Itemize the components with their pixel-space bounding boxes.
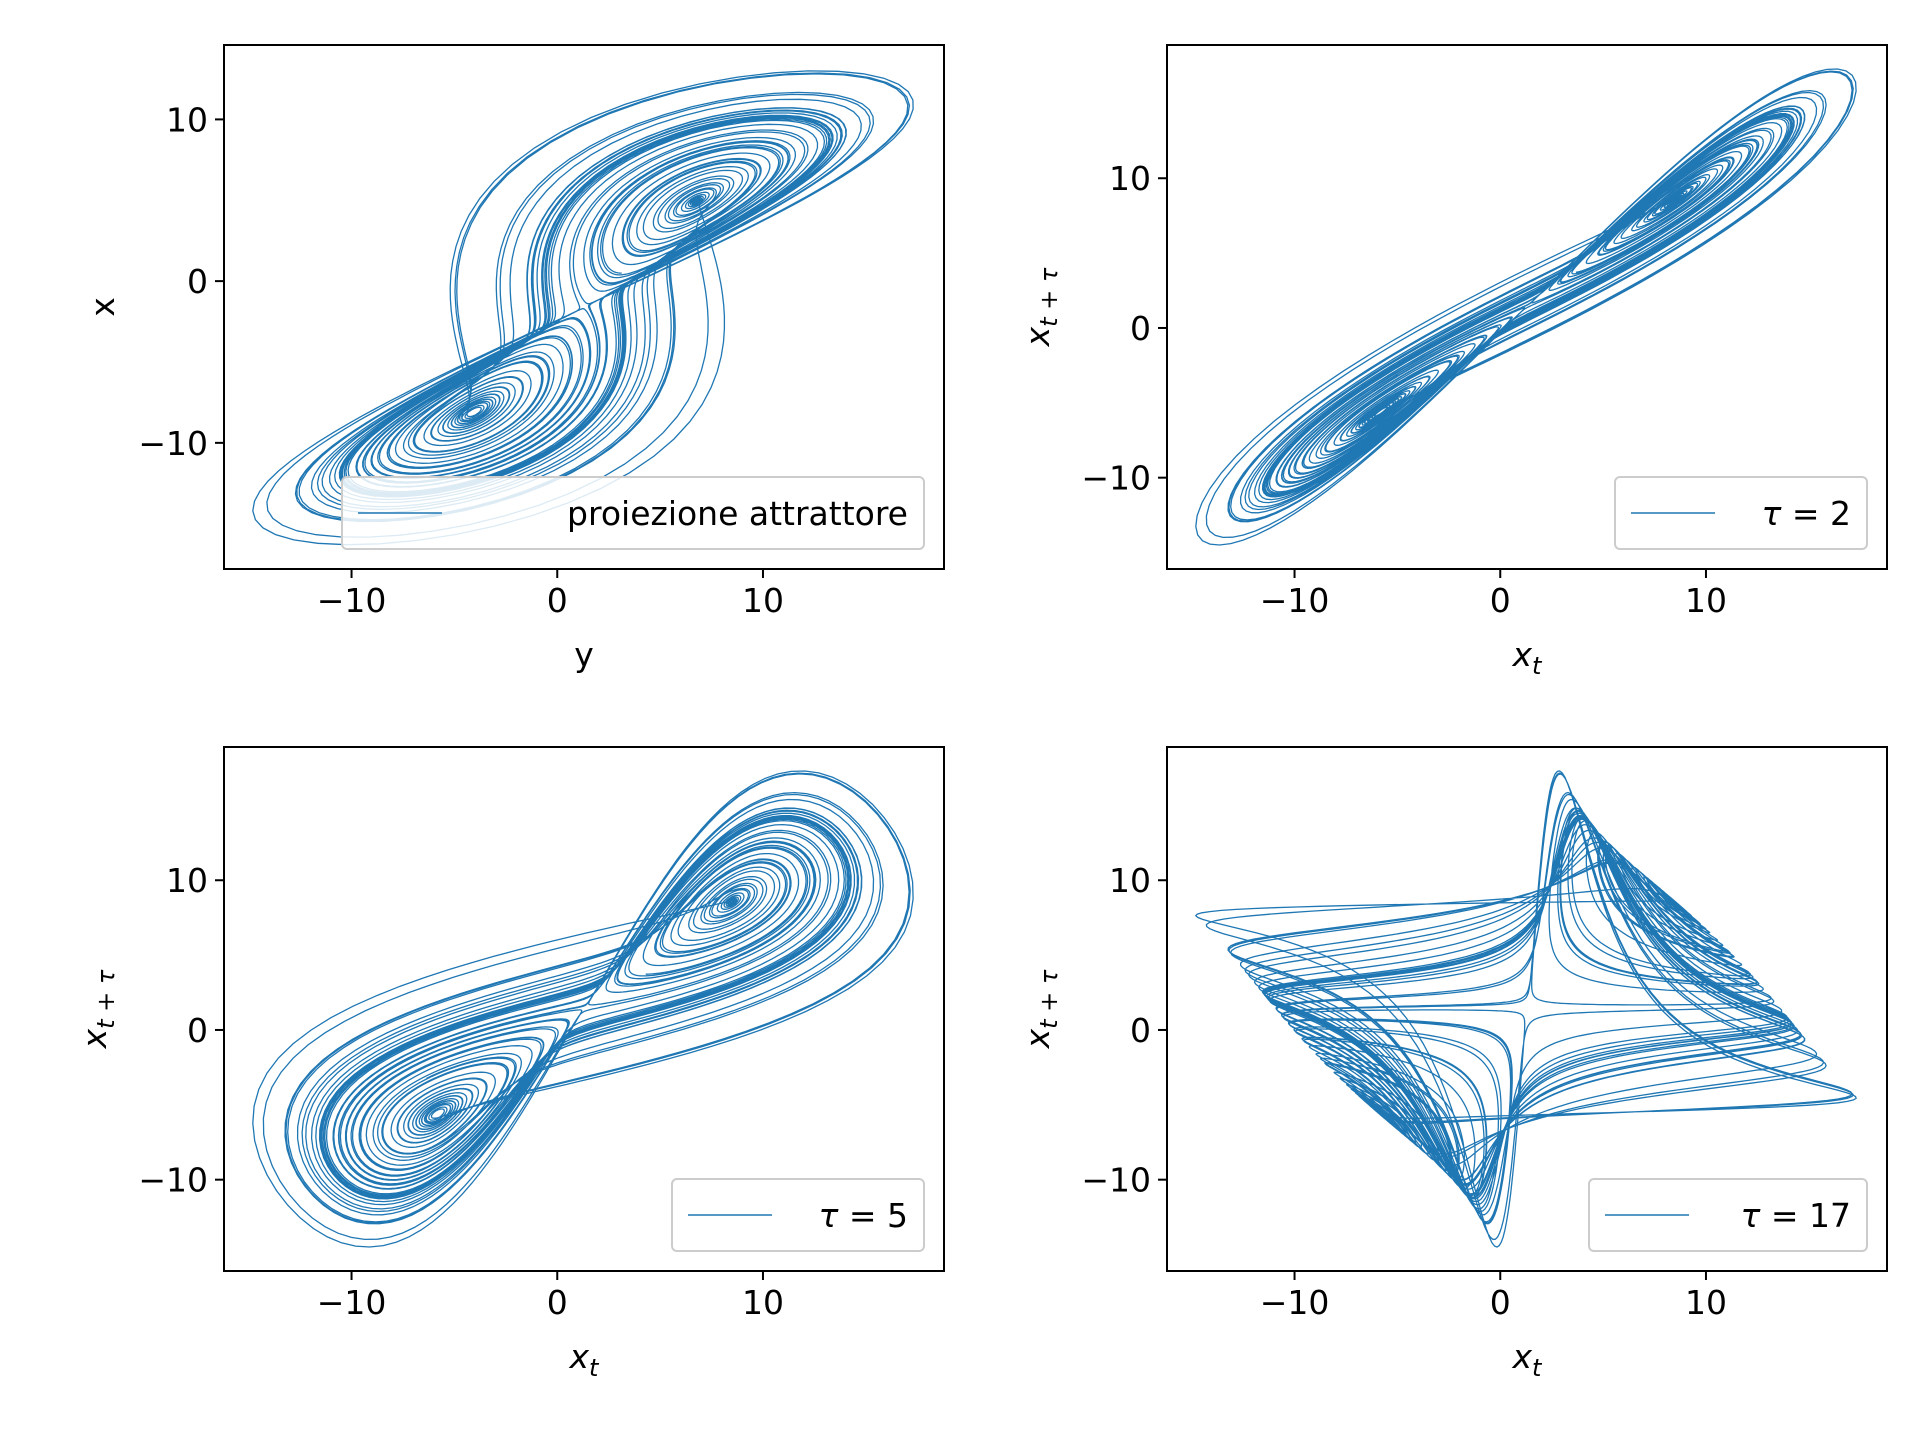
y-tick-label: −10 — [1081, 1161, 1151, 1200]
x-tick-label: 10 — [1685, 581, 1727, 620]
x-tick-label: 10 — [742, 1283, 784, 1322]
series-line-top-left — [252, 70, 914, 546]
legend-box — [341, 476, 925, 550]
series-line-top-right — [1195, 68, 1857, 546]
x-tick-label: −10 — [317, 1283, 387, 1322]
legend-label: τ = 5 — [818, 1196, 908, 1235]
legend-box — [1588, 1178, 1868, 1252]
y-tick-label: 0 — [187, 1011, 208, 1050]
y-tick-label: 10 — [166, 861, 208, 900]
x-tick-label: 0 — [1490, 581, 1511, 620]
legend-box — [1614, 476, 1868, 550]
legend: proiezione attrattore — [341, 476, 925, 550]
y-tick-label: 10 — [1109, 861, 1151, 900]
y-tick-label: 10 — [1109, 159, 1151, 198]
y-axis-label: xt + τ — [1018, 969, 1063, 1049]
y-axis-label: xt + τ — [1018, 267, 1063, 347]
x-tick-label: −10 — [317, 581, 387, 620]
legend-label: proiezione attrattore — [567, 494, 908, 533]
y-axis-label: x — [83, 297, 122, 317]
x-axis-label: y — [574, 635, 594, 674]
x-tick-label: 0 — [547, 581, 568, 620]
legend: τ = 2 — [1614, 476, 1868, 550]
legend-label: τ = 2 — [1761, 494, 1851, 533]
panel-bottom-right: −10 0 10 −10 0 10 xt xt + τ τ = 17 — [1018, 746, 1888, 1382]
x-axis-label: xt — [1512, 635, 1544, 680]
x-tick-label: 0 — [547, 1283, 568, 1322]
series-line-bottom-left — [252, 770, 914, 1248]
x-tick-label: 10 — [1685, 1283, 1727, 1322]
x-axis-label: xt — [1512, 1337, 1544, 1382]
x-tick-label: 0 — [1490, 1283, 1511, 1322]
legend-box — [671, 1178, 925, 1252]
series-line-bottom-right — [1194, 770, 1857, 1248]
y-tick-label: −10 — [138, 424, 208, 463]
x-tick-label: 10 — [742, 581, 784, 620]
panel-top-right: −10 0 10 −10 0 10 xt xt + τ τ = 2 — [1018, 44, 1888, 680]
x-tick-label: −10 — [1260, 581, 1330, 620]
y-tick-label: 10 — [166, 100, 208, 139]
legend: τ = 17 — [1588, 1178, 1868, 1252]
y-axis-label: xt + τ — [75, 969, 120, 1049]
axes-frame — [1166, 746, 1888, 1272]
y-tick-label: −10 — [1081, 459, 1151, 498]
axes-frame — [223, 44, 945, 570]
axes-frame — [223, 746, 945, 1272]
axes-frame — [1166, 44, 1888, 570]
panel-top-left: −10 0 10 −10 0 10 y x proiezione attrattore — [83, 44, 945, 674]
y-tick-label: 0 — [187, 262, 208, 301]
x-tick-label: −10 — [1260, 1283, 1330, 1322]
panel-bottom-left: −10 0 10 −10 0 10 xt xt + τ τ = 5 — [75, 746, 945, 1382]
x-axis-label: xt — [569, 1337, 601, 1382]
y-tick-label: 0 — [1130, 1011, 1151, 1050]
y-tick-label: −10 — [138, 1161, 208, 1200]
y-tick-label: 0 — [1130, 309, 1151, 348]
legend: τ = 5 — [671, 1178, 925, 1252]
legend-label: τ = 17 — [1741, 1196, 1852, 1235]
